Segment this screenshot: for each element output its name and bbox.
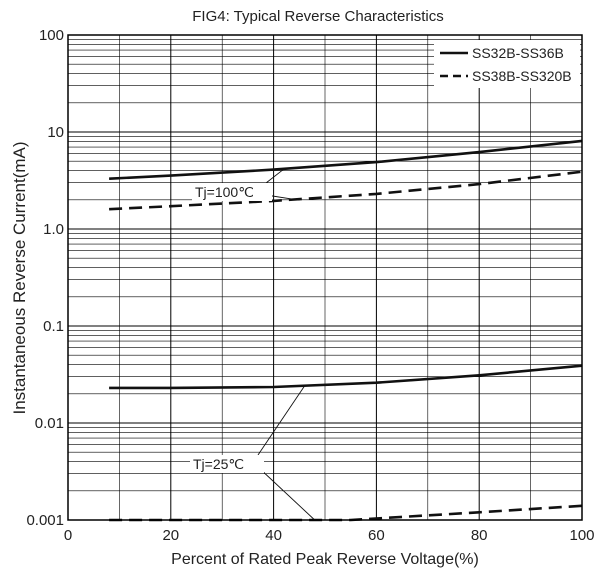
legend-label: SS32B-SS36B — [472, 45, 564, 61]
chart-title: FIG4: Typical Reverse Characteristics — [192, 8, 443, 25]
grid — [68, 35, 582, 520]
y-tick-label: 0.01 — [35, 415, 64, 432]
y-axis-label: Instantaneous Reverse Current(mA) — [10, 141, 29, 414]
annotation-leader — [257, 466, 316, 521]
y-tick-label: 100 — [39, 27, 64, 44]
y-tick-label: 0.1 — [43, 318, 64, 335]
x-tick-label: 0 — [64, 527, 72, 544]
legend-background — [434, 40, 580, 88]
y-tick-label: 10 — [47, 124, 64, 141]
series-line — [109, 139, 583, 180]
series-line — [109, 170, 583, 211]
tick-labels: 0 20 40 60 80 100 0.001 0.01 0.1 1.0 10 100 — [26, 27, 594, 544]
annotation-label: Tj=25℃ — [193, 456, 244, 472]
x-tick-label: 60 — [368, 527, 385, 544]
x-tick-label: 20 — [162, 527, 179, 544]
annotation-leader — [257, 385, 305, 456]
legend-label: SS38B-SS320B — [472, 68, 572, 84]
annotation-background — [190, 455, 264, 473]
x-tick-label: 40 — [265, 527, 282, 544]
plot-frame — [67, 34, 583, 521]
annotation-label: Tj=100℃ — [195, 184, 254, 200]
series-line — [109, 504, 583, 522]
annotation-leader — [265, 168, 285, 184]
y-tick-label: 1.0 — [43, 221, 64, 238]
legend: SS32B-SS36B SS38B-SS320B — [434, 40, 580, 88]
x-tick-label: 100 — [569, 527, 594, 544]
x-axis-label: Percent of Rated Peak Reverse Voltage(%) — [171, 551, 479, 568]
series-line — [109, 364, 583, 390]
annotations: Tj=100℃ Tj=25℃ — [190, 168, 316, 521]
y-tick-label: 0.001 — [26, 512, 64, 529]
x-tick-label: 80 — [471, 527, 488, 544]
annotation-background — [192, 183, 272, 201]
